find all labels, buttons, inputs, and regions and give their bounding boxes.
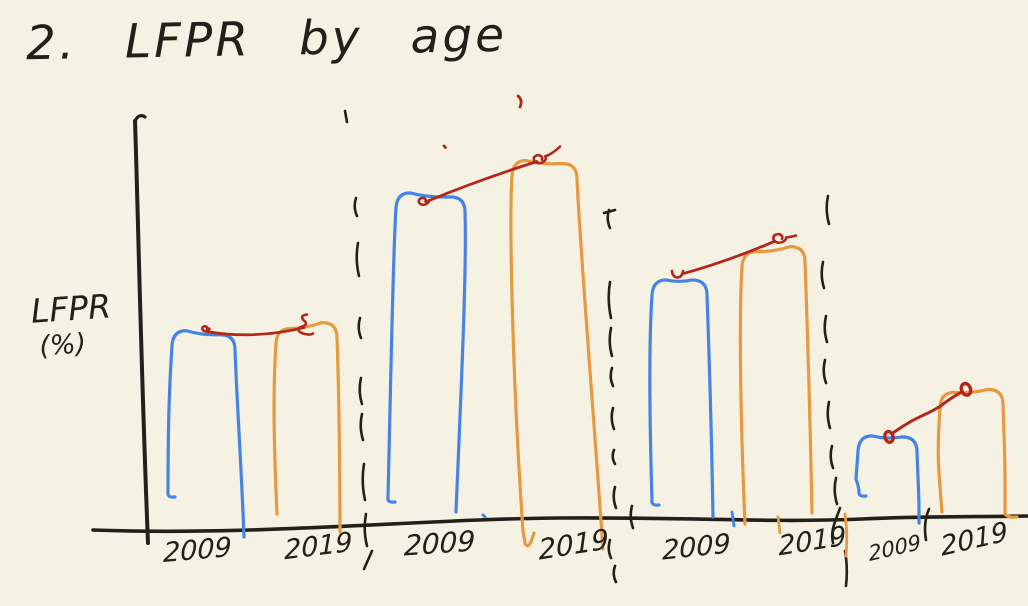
trend-endpoint-oval-g4-right — [959, 381, 973, 397]
axis-tick-mark — [923, 507, 931, 542]
separator-2-dashed-line — [602, 208, 635, 584]
trend-endpoint-spiral-g2-right — [532, 153, 548, 165]
trend-endpoint-u-g3-left — [670, 269, 685, 279]
trend-endpoint-squiggle-g1-right — [296, 313, 315, 336]
y-axis-label-text: LFPR — [29, 286, 113, 331]
trend-line-group-1 — [205, 326, 306, 337]
bar-2019-group-4 — [936, 387, 1019, 519]
trend-line-group-3 — [680, 240, 776, 276]
stray-mark-orange-tick-2 — [843, 512, 849, 558]
bar-2009-group-1 — [166, 329, 246, 539]
separator-1-dashed-line — [353, 196, 374, 571]
trend-endpoint-oval-g4-left — [883, 429, 895, 445]
stray-mark-red-comma — [516, 94, 523, 109]
trend-line-group-2 — [426, 160, 539, 203]
y-axis-line — [133, 119, 150, 545]
stray-mark-blue-tick — [730, 510, 736, 528]
stray-mark-red-dot — [442, 144, 447, 149]
trend-endpoint-spiral-g2-left — [417, 196, 431, 207]
bar-2019-group-3 — [738, 245, 814, 526]
trend-tick-g3-right — [784, 234, 798, 239]
bar-2019-group-2 — [509, 158, 605, 551]
stray-mark-ink-tick — [343, 109, 349, 124]
trend-line-group-4 — [891, 390, 963, 435]
separator-3-dashed-line — [820, 194, 849, 588]
stray-mark-blue-dot — [481, 513, 487, 519]
bar-2009-group-3 — [648, 278, 715, 519]
stray-mark-orange-tick — [776, 515, 782, 535]
trend-endpoint-loop-g1-left — [201, 325, 211, 333]
y-axis-label: LFPR (%) — [29, 286, 115, 363]
bar-2009-group-2 — [386, 191, 467, 514]
chart-title: 2. LFPR by age — [25, 7, 508, 72]
x-tick-label-2009-group-2: 2009 — [403, 524, 476, 563]
x-tick-label-2009-group-1: 2009 — [162, 531, 232, 570]
trend-endpoint-spiral-g3-right — [772, 232, 788, 245]
bar-2019-group-1 — [272, 320, 342, 534]
trend-tail-g2-right — [543, 145, 562, 158]
y-axis-unit: (%) — [38, 328, 88, 363]
bar-2009-group-4 — [854, 434, 921, 525]
